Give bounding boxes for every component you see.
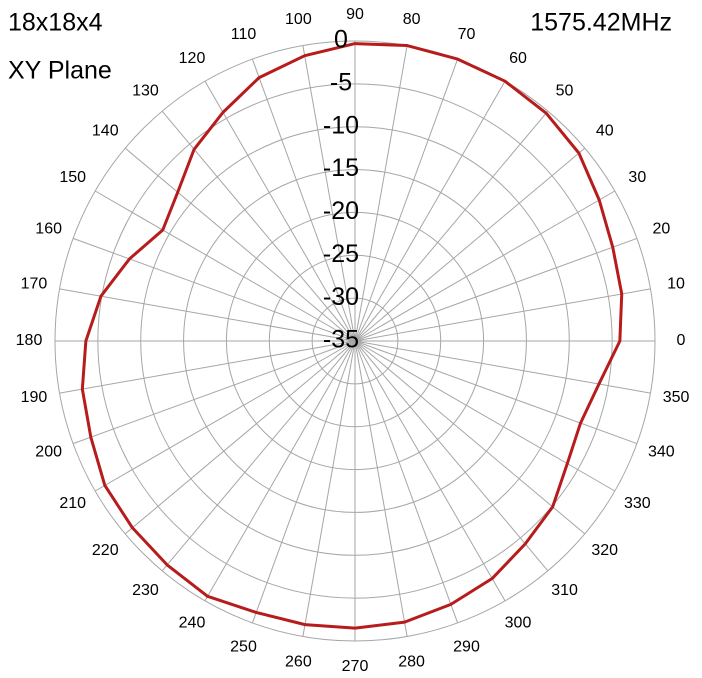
angle-tick-label: 290 <box>453 639 480 656</box>
angle-tick-label: 350 <box>663 389 690 406</box>
r-tick-label: 0 <box>334 26 348 54</box>
radial-grid-line <box>354 45 408 342</box>
angle-tick-label: 190 <box>21 389 48 406</box>
r-tick-label: -30 <box>323 283 359 311</box>
radial-grid-line <box>251 58 356 342</box>
radial-grid-line <box>302 45 356 342</box>
radial-grid-line <box>354 340 651 394</box>
radial-grid-line <box>72 237 356 342</box>
radial-grid-line <box>354 288 651 342</box>
radial-grid-line <box>354 80 506 342</box>
radial-grid-line <box>72 340 356 445</box>
angle-tick-label: 300 <box>505 615 532 632</box>
angle-tick-label: 50 <box>556 82 574 99</box>
ring-grid-line <box>54 40 656 642</box>
radial-grid-line <box>94 340 356 492</box>
radial-grid-line <box>124 340 356 535</box>
angle-tick-label: 90 <box>346 6 364 23</box>
angle-tick-label: 30 <box>628 169 646 186</box>
angle-tick-label: 320 <box>591 542 618 559</box>
r-tick-label: -5 <box>330 68 352 96</box>
angle-tick-label: 160 <box>35 221 62 238</box>
labels: 0 10 20 30 40 50 60 70 80 90 100 110 120 130 140 150 160… <box>16 6 690 675</box>
radial-grid-line <box>354 147 586 342</box>
r-tick-label: -15 <box>323 154 359 182</box>
radial-grid-line <box>94 190 356 342</box>
angle-tick-label: 170 <box>21 276 48 293</box>
radial-grid-line <box>161 340 356 572</box>
radial-grid-line <box>204 80 356 342</box>
radial-grid-line <box>354 340 549 572</box>
angle-tick-label: 40 <box>596 123 614 140</box>
angle-tick-label: 270 <box>342 658 369 675</box>
angle-tick-label: 280 <box>398 653 425 670</box>
radial-grid-line <box>354 340 616 492</box>
angle-tick-label: 110 <box>231 26 257 43</box>
angle-tick-label: 100 <box>285 11 312 28</box>
angle-tick-label: 150 <box>59 169 86 186</box>
angle-tick-label: 260 <box>285 653 312 670</box>
angle-tick-label: 0 <box>677 332 686 349</box>
angle-tick-label: 240 <box>179 615 206 632</box>
ring-grid-line <box>268 254 442 428</box>
angle-tick-label: 230 <box>132 582 159 599</box>
ring-grid-line <box>183 169 527 513</box>
angle-tick-label: 70 <box>458 26 476 43</box>
radial-grid-line <box>354 190 616 342</box>
ring-grid-line <box>311 297 399 385</box>
angle-tick-label: 220 <box>92 542 119 559</box>
angle-tick-label: 20 <box>652 221 670 238</box>
r-tick-label: -35 <box>323 326 359 354</box>
angle-tick-label: 210 <box>59 495 86 512</box>
radial-grid-line <box>354 58 459 342</box>
radial-grid-line <box>204 340 356 602</box>
data-line <box>80 42 624 630</box>
ring-grid-line <box>225 211 485 471</box>
r-tick-label: -10 <box>323 111 359 139</box>
angle-tick-label: 330 <box>624 495 651 512</box>
ring-grid-line <box>97 83 613 599</box>
angle-tick-label: 10 <box>667 276 685 293</box>
angle-tick-label: 340 <box>648 444 675 461</box>
angle-tick-label: 80 <box>403 11 421 28</box>
angle-tick-label: 180 <box>16 332 43 349</box>
r-tick-label: -25 <box>323 240 359 268</box>
ring-grid-line <box>140 126 570 556</box>
radial-grid-line <box>354 340 408 637</box>
radial-grid-line <box>251 340 356 624</box>
angle-tick-label: 140 <box>92 123 119 140</box>
radial-grid-line <box>59 340 356 394</box>
radial-grid-line <box>354 340 638 445</box>
radial-grid-line <box>354 237 638 342</box>
radial-grid-line <box>354 340 506 602</box>
angle-tick-label: 120 <box>179 50 206 67</box>
plot <box>80 42 624 630</box>
angle-tick-label: 250 <box>230 639 257 656</box>
angle-tick-label: 310 <box>551 582 578 599</box>
radial-grid-line <box>354 340 586 535</box>
radial-grid-line <box>354 340 459 624</box>
radial-grid-line <box>302 340 356 637</box>
radial-grid-line <box>354 110 549 342</box>
chart-subtitle: XY Plane <box>8 57 112 85</box>
angle-tick-label: 130 <box>132 82 159 99</box>
chart-title: 18x18x4 <box>8 9 103 37</box>
radial-grid-line <box>124 147 356 342</box>
radial-grid-line <box>59 288 356 342</box>
annotation: 1575.42MHz <box>530 9 672 37</box>
r-tick-label: -20 <box>323 197 359 225</box>
angle-tick-label: 60 <box>509 50 527 67</box>
angle-tick-label: 200 <box>35 444 62 461</box>
